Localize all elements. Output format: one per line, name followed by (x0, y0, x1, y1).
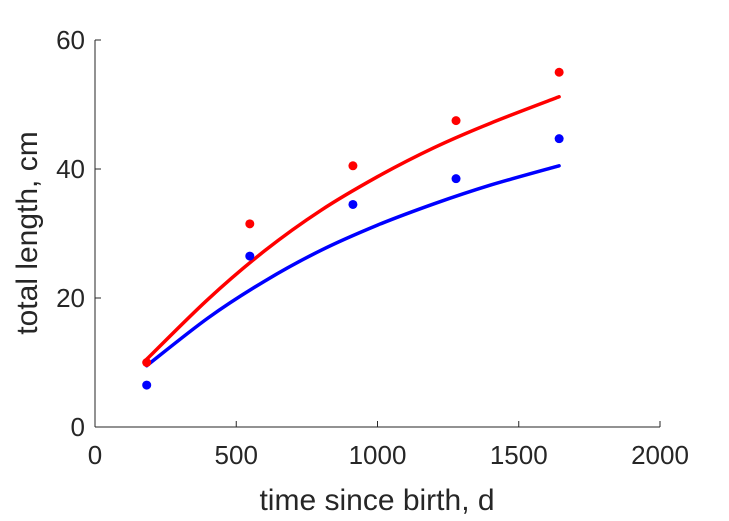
y-tick-label: 60 (56, 25, 85, 55)
fit-curve-2 (144, 164, 561, 368)
data-points (142, 67, 564, 390)
data-point-2 (554, 134, 564, 144)
data-point-2 (451, 174, 461, 184)
data-point-1 (245, 219, 255, 229)
x-tick-label: 2000 (631, 440, 689, 470)
data-point-1 (451, 116, 461, 126)
data-point-2 (245, 251, 255, 261)
data-point-1 (348, 161, 358, 171)
data-point-2 (348, 199, 358, 209)
y-tick-label: 0 (71, 412, 85, 442)
y-axis-label: total length, cm (11, 131, 44, 334)
y-tick-label: 40 (56, 154, 85, 184)
y-tick-label: 20 (56, 283, 85, 313)
x-ticks: 0 500 1000 1500 2000 (88, 421, 689, 470)
data-point-1 (554, 67, 564, 77)
fit-curve-1 (144, 95, 561, 362)
fit-curves (144, 95, 561, 368)
x-tick-label: 0 (88, 440, 102, 470)
y-ticks: 0 20 40 60 (56, 25, 101, 442)
data-point-2 (142, 380, 152, 390)
x-axis-label: time since birth, d (259, 484, 494, 517)
x-tick-label: 1000 (349, 440, 407, 470)
data-point-1 (142, 358, 152, 367)
x-tick-label: 500 (215, 440, 258, 470)
axes (94, 40, 660, 428)
x-tick-label: 1500 (490, 440, 548, 470)
